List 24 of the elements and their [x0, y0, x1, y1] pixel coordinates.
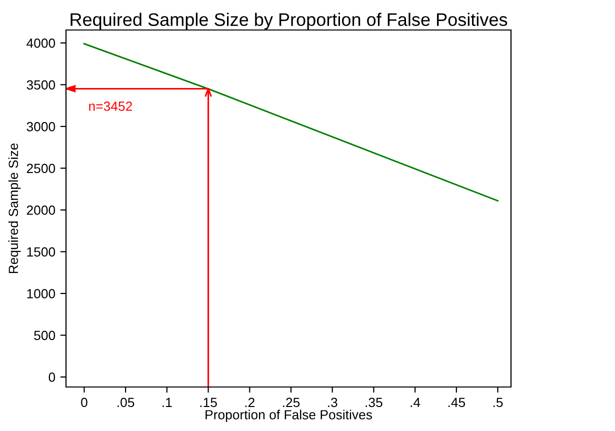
- y-tick-label: 0: [48, 372, 56, 382]
- x-tick-label: .25: [283, 398, 300, 408]
- x-axis-title: Proportion of False Positives: [206, 410, 372, 422]
- x-tick-label: .4: [410, 398, 420, 407]
- x-tick-label: .05: [118, 398, 134, 408]
- x-tick-label: .15: [200, 398, 217, 408]
- x-tick-label: .35: [366, 398, 382, 408]
- x-tick-label: .45: [448, 398, 466, 408]
- y-tick-label: 2000: [26, 206, 56, 215]
- chart-title: Required Sample Size by Proportion of False Positives: [70, 12, 508, 30]
- y-tick-label: 2500: [26, 164, 56, 174]
- y-tick-label: 3000: [26, 122, 56, 132]
- x-tick-label: .2: [245, 398, 254, 407]
- x-tick-label: .3: [328, 398, 338, 408]
- y-tick-label: 4000: [26, 38, 56, 48]
- x-tick-label: 0: [81, 398, 88, 408]
- x-tick-label: .5: [493, 398, 503, 408]
- y-tick-label: 1000: [27, 289, 56, 298]
- y-tick-label: 1500: [27, 247, 56, 257]
- ref-line-label: n=3452: [89, 102, 132, 111]
- y-tick-label: 500: [34, 330, 56, 340]
- y-axis-title: Required Sample Size: [8, 143, 21, 274]
- y-tick-label: 3500: [26, 80, 56, 90]
- x-tick-label: .1: [162, 398, 172, 407]
